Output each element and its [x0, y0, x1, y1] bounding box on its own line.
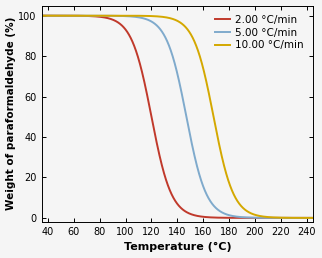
10.00 °C/min [71, 14, 74, 17]
2.00 °C/min [306, 216, 310, 220]
2.00 °C/min [311, 216, 315, 220]
10.00 °C/min [306, 216, 310, 220]
10.00 °C/min [87, 14, 90, 17]
2.00 °C/min [156, 145, 159, 148]
5.00 °C/min [277, 216, 280, 220]
5.00 °C/min [311, 216, 315, 220]
Y-axis label: Weight of paraformaldehyde (%): Weight of paraformaldehyde (%) [5, 17, 15, 211]
Line: 2.00 °C/min: 2.00 °C/min [42, 16, 313, 218]
5.00 °C/min [156, 25, 159, 28]
10.00 °C/min [311, 216, 315, 220]
2.00 °C/min [71, 14, 74, 17]
10.00 °C/min [156, 15, 159, 18]
Line: 10.00 °C/min: 10.00 °C/min [42, 16, 313, 218]
2.00 °C/min [144, 87, 147, 90]
10.00 °C/min [40, 14, 43, 17]
5.00 °C/min [306, 216, 310, 220]
5.00 °C/min [87, 14, 90, 17]
Legend: 2.00 °C/min, 5.00 °C/min, 10.00 °C/min: 2.00 °C/min, 5.00 °C/min, 10.00 °C/min [213, 13, 305, 52]
2.00 °C/min [87, 14, 90, 18]
10.00 °C/min [144, 14, 147, 18]
5.00 °C/min [71, 14, 74, 17]
X-axis label: Temperature (°C): Temperature (°C) [124, 242, 231, 252]
2.00 °C/min [277, 216, 280, 220]
2.00 °C/min [40, 14, 43, 17]
5.00 °C/min [40, 14, 43, 17]
Line: 5.00 °C/min: 5.00 °C/min [42, 16, 313, 218]
5.00 °C/min [144, 18, 147, 21]
10.00 °C/min [277, 216, 280, 219]
